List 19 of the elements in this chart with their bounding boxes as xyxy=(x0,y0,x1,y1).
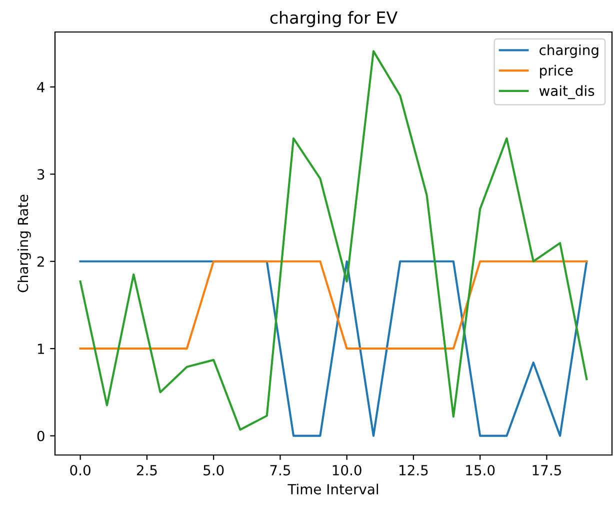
x-tick-label: 0.0 xyxy=(70,464,90,476)
x-tick-label: 5.0 xyxy=(204,464,224,476)
x-tick-label: 2.5 xyxy=(136,464,157,476)
y-tick-label: 3 xyxy=(38,169,44,180)
y-axis-title: Charging Rate xyxy=(17,194,31,292)
legend-label: wait_dis xyxy=(539,85,594,100)
legend-label: price xyxy=(540,64,573,78)
y-tick-label: 1 xyxy=(38,344,44,354)
x-tick-label: 17.5 xyxy=(532,465,561,476)
legend-label: charging xyxy=(540,44,598,58)
y-tick-label: 4 xyxy=(37,82,44,92)
x-axis-title: Time Interval xyxy=(288,484,378,494)
chart-title: charging for EV xyxy=(270,11,398,28)
y-tick-label: 2 xyxy=(37,256,44,267)
y-tick-label: 0 xyxy=(37,430,44,442)
x-tick-label: 10.0 xyxy=(332,464,362,476)
x-tick-label: 12.5 xyxy=(400,464,428,476)
x-tick-label: 7.5 xyxy=(270,465,290,476)
x-tick-label: 15.0 xyxy=(466,464,495,476)
